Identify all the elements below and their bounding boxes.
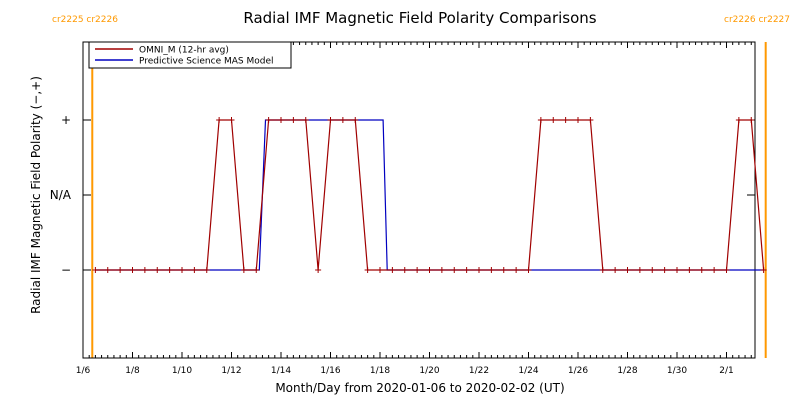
data-point bbox=[476, 267, 482, 273]
data-point bbox=[426, 267, 433, 273]
data-point bbox=[315, 267, 322, 273]
data-point bbox=[735, 117, 742, 123]
series-line bbox=[95, 119, 765, 271]
data-point bbox=[191, 267, 198, 273]
data-point bbox=[537, 117, 544, 123]
x-tick-label: 1/10 bbox=[172, 366, 192, 376]
data-point bbox=[550, 117, 557, 123]
data-point bbox=[661, 267, 668, 273]
data-point bbox=[327, 117, 334, 123]
carrington-label: cr2225 cr2226 bbox=[52, 15, 118, 25]
x-tick-label: 1/6 bbox=[76, 366, 91, 376]
x-tick-label: 1/30 bbox=[667, 366, 687, 376]
y-tick-label: N/A bbox=[50, 188, 72, 202]
data-point bbox=[587, 117, 594, 123]
data-point bbox=[265, 117, 272, 123]
data-point bbox=[414, 267, 421, 273]
data-point bbox=[451, 267, 458, 273]
data-point bbox=[649, 267, 656, 273]
data-point bbox=[748, 117, 755, 123]
data-point bbox=[377, 267, 383, 273]
data-point bbox=[686, 267, 693, 273]
data-point bbox=[92, 267, 99, 273]
data-point bbox=[302, 117, 309, 123]
data-point bbox=[216, 117, 223, 123]
data-point bbox=[129, 267, 136, 273]
carrington-labels: cr2225 cr2226 cr2226 cr2227 bbox=[52, 15, 790, 358]
data-point bbox=[364, 267, 371, 273]
data-point bbox=[599, 267, 606, 273]
data-point bbox=[674, 267, 680, 273]
data-point bbox=[711, 267, 718, 273]
data-point bbox=[525, 267, 532, 273]
carrington-label: cr2226 cr2227 bbox=[724, 15, 790, 25]
legend: OMNI_M (12-hr avg)Predictive Science MAS… bbox=[88, 41, 292, 69]
x-axis-label: Month/Day from 2020-01-06 to 2020-02-02 … bbox=[275, 381, 564, 395]
x-tick-label: 1/12 bbox=[221, 366, 241, 376]
x-tick-label: 1/8 bbox=[125, 366, 140, 376]
axes: 1/6 1/8 1/10 1/12 1/14 1/16 1/18 1/20 1/22 1/24 1/… bbox=[50, 41, 756, 376]
data-point bbox=[290, 117, 297, 123]
data-point bbox=[104, 267, 111, 273]
x-tick-label: 1/18 bbox=[370, 366, 390, 376]
x-tick-label: 1/20 bbox=[419, 366, 439, 376]
data-point bbox=[352, 117, 359, 123]
plot-frame bbox=[82, 41, 756, 359]
data-point bbox=[636, 267, 643, 273]
data-point bbox=[154, 267, 161, 273]
data-point bbox=[488, 267, 495, 273]
data-point bbox=[698, 267, 705, 273]
data-point bbox=[179, 267, 185, 273]
data-point bbox=[575, 117, 581, 123]
data-point bbox=[240, 267, 247, 273]
data-point bbox=[141, 267, 148, 273]
x-tick-label: 1/14 bbox=[271, 366, 291, 376]
data-point bbox=[438, 267, 445, 273]
x-tick-label: 1/22 bbox=[469, 366, 489, 376]
legend-box bbox=[88, 41, 292, 69]
data-point bbox=[760, 267, 767, 273]
data-point bbox=[203, 267, 210, 273]
data-point bbox=[389, 267, 396, 273]
x-tick-label: 1/16 bbox=[320, 366, 340, 376]
data-point bbox=[612, 267, 619, 273]
x-tick-label: 2/1 bbox=[719, 366, 733, 376]
data-point bbox=[278, 117, 284, 123]
x-tick-label: 1/24 bbox=[518, 366, 538, 376]
legend-label: OMNI_M (12-hr avg) bbox=[139, 46, 229, 56]
x-tick-label: 1/26 bbox=[568, 366, 588, 376]
data-point bbox=[166, 267, 173, 273]
data-point bbox=[117, 267, 124, 273]
data-point bbox=[513, 267, 520, 273]
data-point bbox=[624, 267, 631, 273]
data-point bbox=[463, 267, 470, 273]
y-axis-label: Radial IMF Magnetic Field Polarity (−,+) bbox=[29, 76, 43, 314]
series-line bbox=[95, 119, 764, 271]
x-tick-label: 1/28 bbox=[617, 366, 637, 376]
data-point bbox=[500, 267, 507, 273]
data-point bbox=[723, 267, 730, 273]
data-point bbox=[228, 117, 235, 123]
chart-title: Radial IMF Magnetic Field Polarity Compa… bbox=[243, 9, 596, 27]
y-tick-label: + bbox=[61, 113, 71, 127]
data-point bbox=[339, 117, 346, 123]
data-point bbox=[562, 117, 569, 123]
data-point bbox=[401, 267, 408, 273]
y-tick-label: − bbox=[61, 263, 71, 277]
series-layer bbox=[92, 117, 767, 273]
data-point bbox=[253, 267, 260, 273]
legend-label: Predictive Science MAS Model bbox=[139, 57, 274, 67]
